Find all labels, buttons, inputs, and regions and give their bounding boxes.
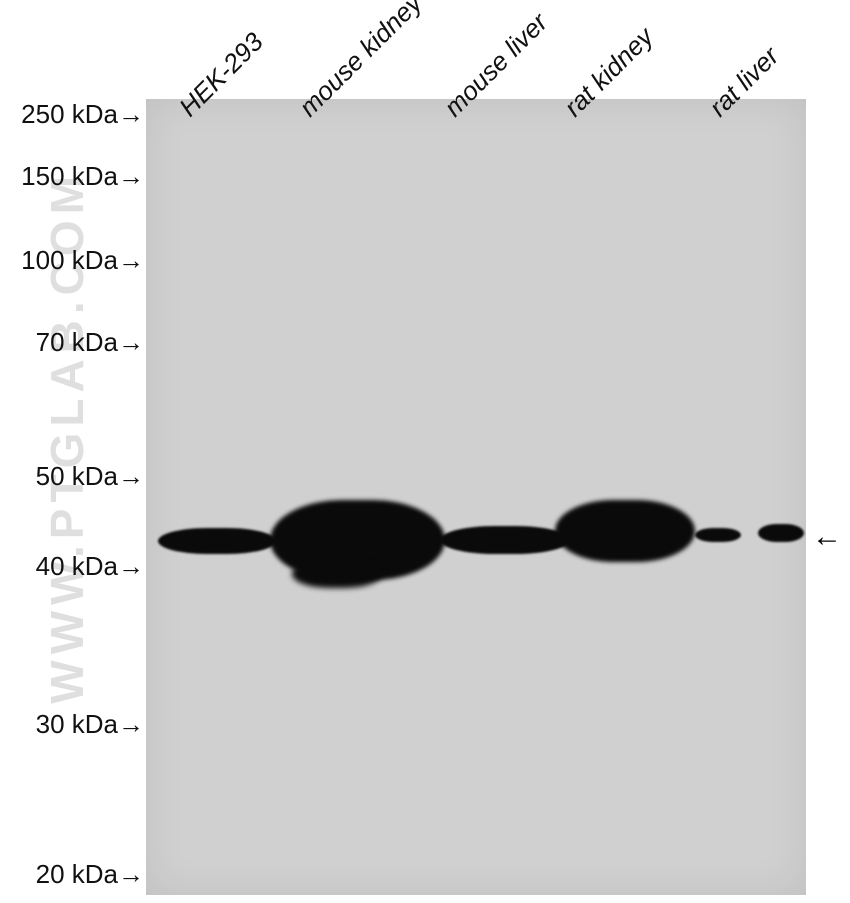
mw-marker-label: 30 kDa→ <box>36 709 144 740</box>
mw-marker-label: 250 kDa→ <box>21 99 144 130</box>
arrow-right-icon: → <box>118 551 144 582</box>
blot-band <box>555 500 695 562</box>
mw-marker-text: 150 kDa <box>21 161 118 191</box>
arrow-right-icon: → <box>118 461 144 492</box>
mw-marker-text: 50 kDa <box>36 461 118 491</box>
mw-marker-text: 40 kDa <box>36 551 118 581</box>
mw-marker-text: 250 kDa <box>21 99 118 129</box>
mw-marker-text: 20 kDa <box>36 859 118 889</box>
mw-marker-label: 100 kDa→ <box>21 245 144 276</box>
mw-marker-label: 150 kDa→ <box>21 161 144 192</box>
arrow-right-icon: → <box>118 161 144 192</box>
blot-membrane <box>146 99 806 895</box>
arrow-right-icon: → <box>118 99 144 130</box>
blot-band <box>758 524 804 542</box>
band-pointer-arrow: ← <box>812 520 842 554</box>
blot-figure: WWW.PTGLAB.COM HEK-293mouse kidneymouse … <box>0 0 850 903</box>
arrow-right-icon: → <box>118 709 144 740</box>
blot-band <box>158 528 276 554</box>
arrow-right-icon: → <box>118 245 144 276</box>
mw-marker-text: 70 kDa <box>36 327 118 357</box>
blot-band <box>292 560 382 588</box>
mw-marker-text: 100 kDa <box>21 245 118 275</box>
arrow-right-icon: → <box>118 327 144 358</box>
arrow-right-icon: → <box>118 859 144 890</box>
mw-marker-text: 30 kDa <box>36 709 118 739</box>
mw-marker-label: 20 kDa→ <box>36 859 144 890</box>
mw-marker-label: 50 kDa→ <box>36 461 144 492</box>
blot-band <box>440 526 570 554</box>
mw-marker-label: 70 kDa→ <box>36 327 144 358</box>
blot-band <box>695 528 741 542</box>
mw-marker-label: 40 kDa→ <box>36 551 144 582</box>
